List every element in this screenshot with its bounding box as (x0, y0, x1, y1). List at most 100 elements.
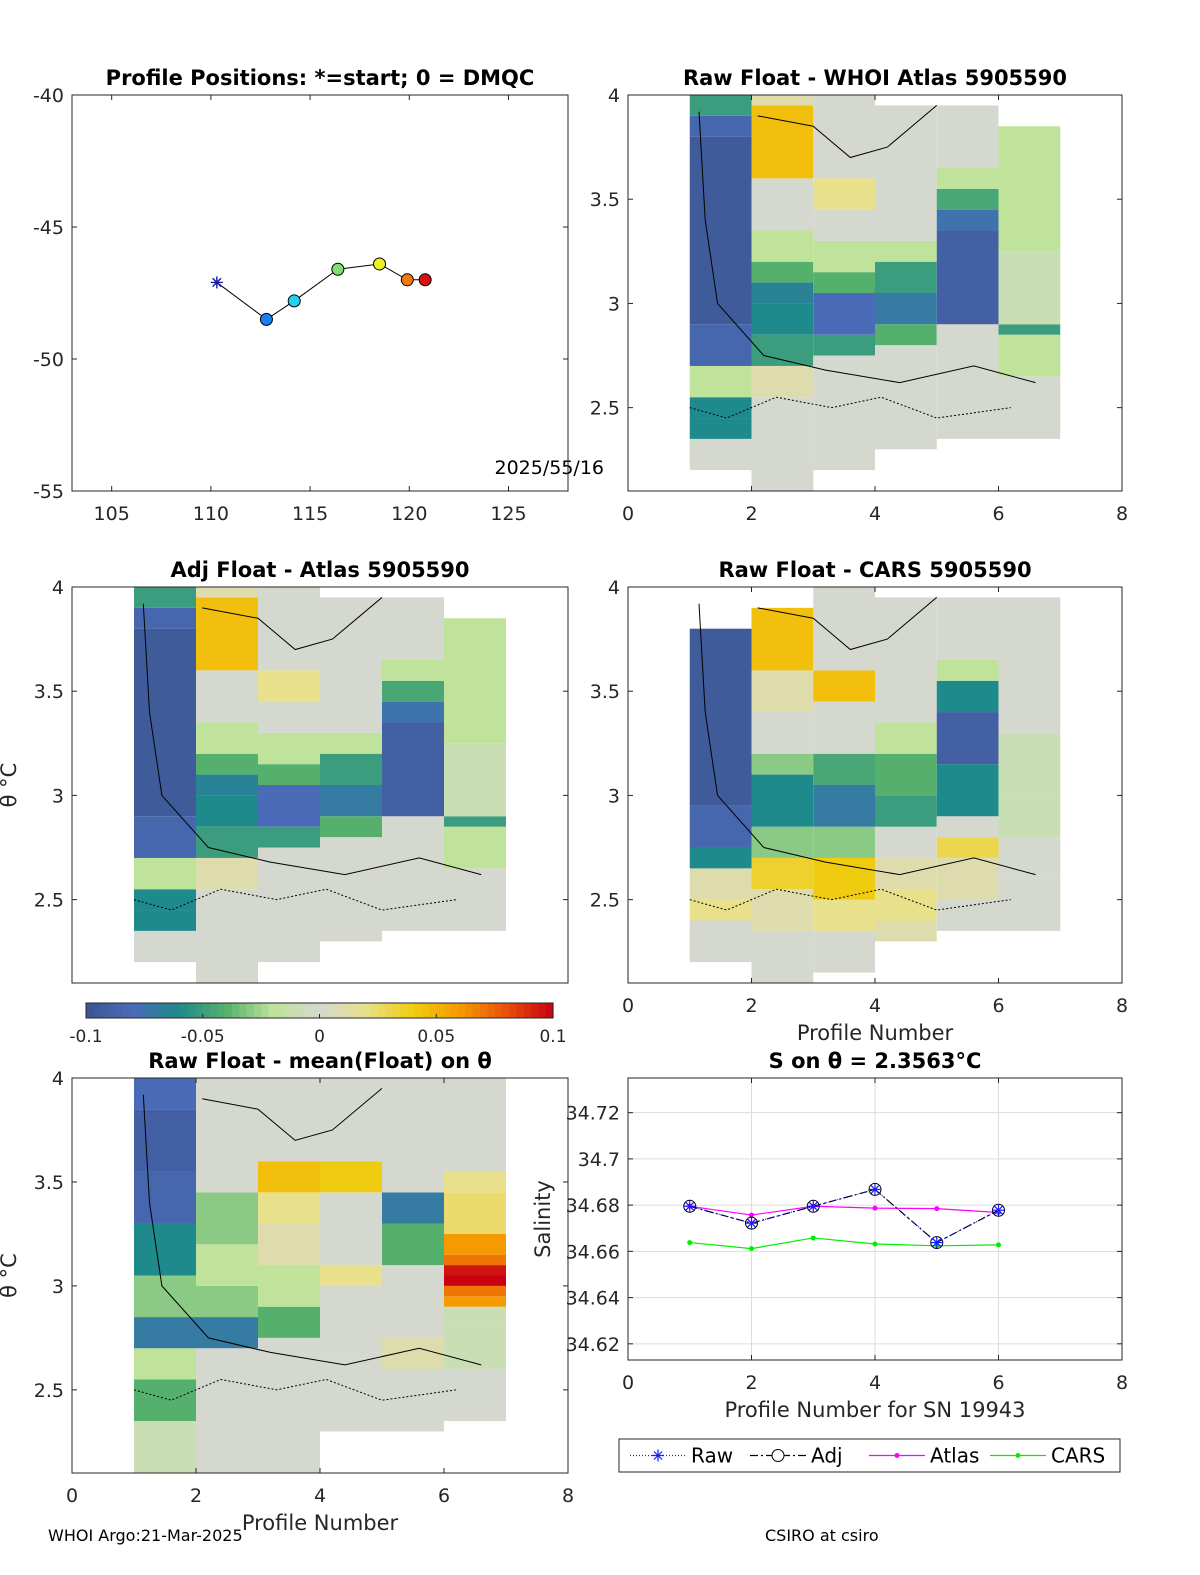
heatmap-cell (320, 754, 382, 785)
y-tick-label: 3 (52, 1276, 64, 1298)
colorbar-cell (166, 1003, 174, 1018)
heatmap-cell (320, 1161, 382, 1192)
colorbar-cell (225, 1003, 233, 1018)
heatmap-cell (320, 1078, 382, 1161)
heatmap-cell (320, 837, 382, 941)
x-tick-label: 8 (1116, 1372, 1128, 1394)
heatmap-cell (196, 1192, 258, 1244)
heatmap-cell (444, 1078, 506, 1172)
heatmap-cell (752, 712, 814, 754)
heatmap-cell (937, 230, 999, 324)
data-point-cars (811, 1235, 816, 1240)
heatmap-cell (875, 754, 937, 796)
heatmap-cell (382, 1224, 444, 1266)
colorbar-cell (363, 1003, 371, 1018)
heatmap-cell (258, 670, 320, 701)
salinity-line-plot: 0 2 4 6 834.6234.6434.6634.6834.734.72S on θ… (531, 1049, 1128, 1472)
colorbar-cell (458, 1003, 466, 1018)
colorbar-cell (298, 1003, 306, 1018)
heatmap-cell (937, 105, 999, 168)
x-axis-label: Profile Number for SN 19943 (724, 1398, 1025, 1422)
heatmap-cell (875, 324, 937, 345)
heatmap-cell (690, 397, 752, 418)
chart-title: Profile Positions: *=start; 0 = DMQC (106, 66, 535, 90)
heatmap-cell (813, 858, 875, 900)
x-tick-label: 4 (869, 1372, 881, 1394)
data-point-cars (687, 1240, 692, 1245)
heatmap-cell (134, 1379, 196, 1421)
heatmap-cell (134, 1421, 196, 1473)
heatmap-cell (937, 597, 999, 660)
colorbar-cell (538, 1003, 546, 1018)
heatmap-cell (999, 733, 1061, 796)
heatmap-cell (444, 816, 506, 826)
heatmap-cell (196, 722, 258, 753)
raw-mean-heatmap: 0 2 4 6 8 2.5 3 3.5 4 Raw Float - mean(Float) on … (0, 1049, 574, 1535)
heatmap-cell (937, 189, 999, 210)
heatmap-cell (752, 303, 814, 334)
colorbar-cell (480, 1003, 488, 1018)
colorbar-cell (451, 1003, 459, 1018)
heatmap-cell (937, 210, 999, 231)
y-tick-label: 4 (52, 1068, 64, 1090)
figure: 2025/55/16105 110 115 120 125-55-50-45-40Pro… (0, 0, 1200, 1575)
colorbar-cell (144, 1003, 152, 1018)
colorbar-cell (152, 1003, 160, 1018)
data-point-cars (873, 1241, 878, 1246)
heatmap-cell (690, 806, 752, 848)
legend: Raw Adj Atlas CARS (619, 1439, 1120, 1472)
heatmap-cell (752, 670, 814, 712)
y-tick-label: 3.5 (34, 681, 64, 703)
y-tick-label: 34.72 (566, 1103, 620, 1125)
heatmap-cell (690, 439, 752, 470)
colorbar-cell (429, 1003, 437, 1018)
heatmap-cell (444, 1255, 506, 1265)
legend-label-raw: Raw (691, 1444, 733, 1468)
colorbar-cell (239, 1003, 247, 1018)
colorbar-cell (122, 1003, 130, 1018)
heatmap-cell (196, 858, 258, 889)
heatmap-cell (196, 1317, 258, 1348)
heatmap-cell (134, 858, 196, 889)
heatmap-cell (752, 827, 814, 858)
heatmap-cell (752, 366, 814, 397)
chart-title: Raw Float - WHOI Atlas 5905590 (683, 66, 1067, 90)
heatmap-cell (690, 920, 752, 962)
heatmap-cell (752, 230, 814, 261)
colorbar-tick-label: 0 (314, 1027, 325, 1047)
colorbar-cell (531, 1003, 539, 1018)
y-tick-label: 34.66 (566, 1241, 620, 1263)
colorbar-cell (465, 1003, 473, 1018)
heatmap-cell (320, 1192, 382, 1265)
chart-title: S on θ = 2.3563°C (769, 1049, 982, 1073)
y-tick-label: 4 (608, 577, 620, 599)
colorbar-cell (385, 1003, 393, 1018)
heatmap-cell (937, 681, 999, 712)
heatmap-cell (134, 1224, 196, 1276)
heatmap-cell (999, 335, 1061, 377)
heatmap-cell (258, 1224, 320, 1266)
heatmap-cell (258, 827, 320, 848)
heatmap-cell (813, 241, 875, 272)
heatmap-cell (937, 660, 999, 681)
colorbar-tick-label: -0.1 (69, 1027, 102, 1047)
heatmap-cell (937, 764, 999, 816)
colorbar-cell (312, 1003, 320, 1018)
chart-title: Adj Float - Atlas 5905590 (170, 558, 469, 582)
heatmap-cell (752, 931, 814, 983)
colorbar-tick-label: 0.05 (417, 1027, 455, 1047)
heatmap-cell (258, 587, 320, 670)
heatmap-cell (320, 1265, 382, 1286)
heatmap-cell (444, 868, 506, 931)
heatmap-cell (320, 1359, 382, 1432)
x-tick-label: 6 (992, 1372, 1004, 1394)
heatmap-cell (258, 702, 320, 733)
heatmap-cell (196, 670, 258, 722)
plot-background (72, 95, 568, 491)
legend-marker-adj (772, 1450, 784, 1462)
heatmap-cell (258, 1338, 320, 1473)
x-tick-label: 105 (94, 503, 130, 525)
heatmap-cell (444, 1369, 506, 1421)
heatmap-cells (134, 587, 506, 983)
x-tick-label: 2 (745, 995, 757, 1017)
